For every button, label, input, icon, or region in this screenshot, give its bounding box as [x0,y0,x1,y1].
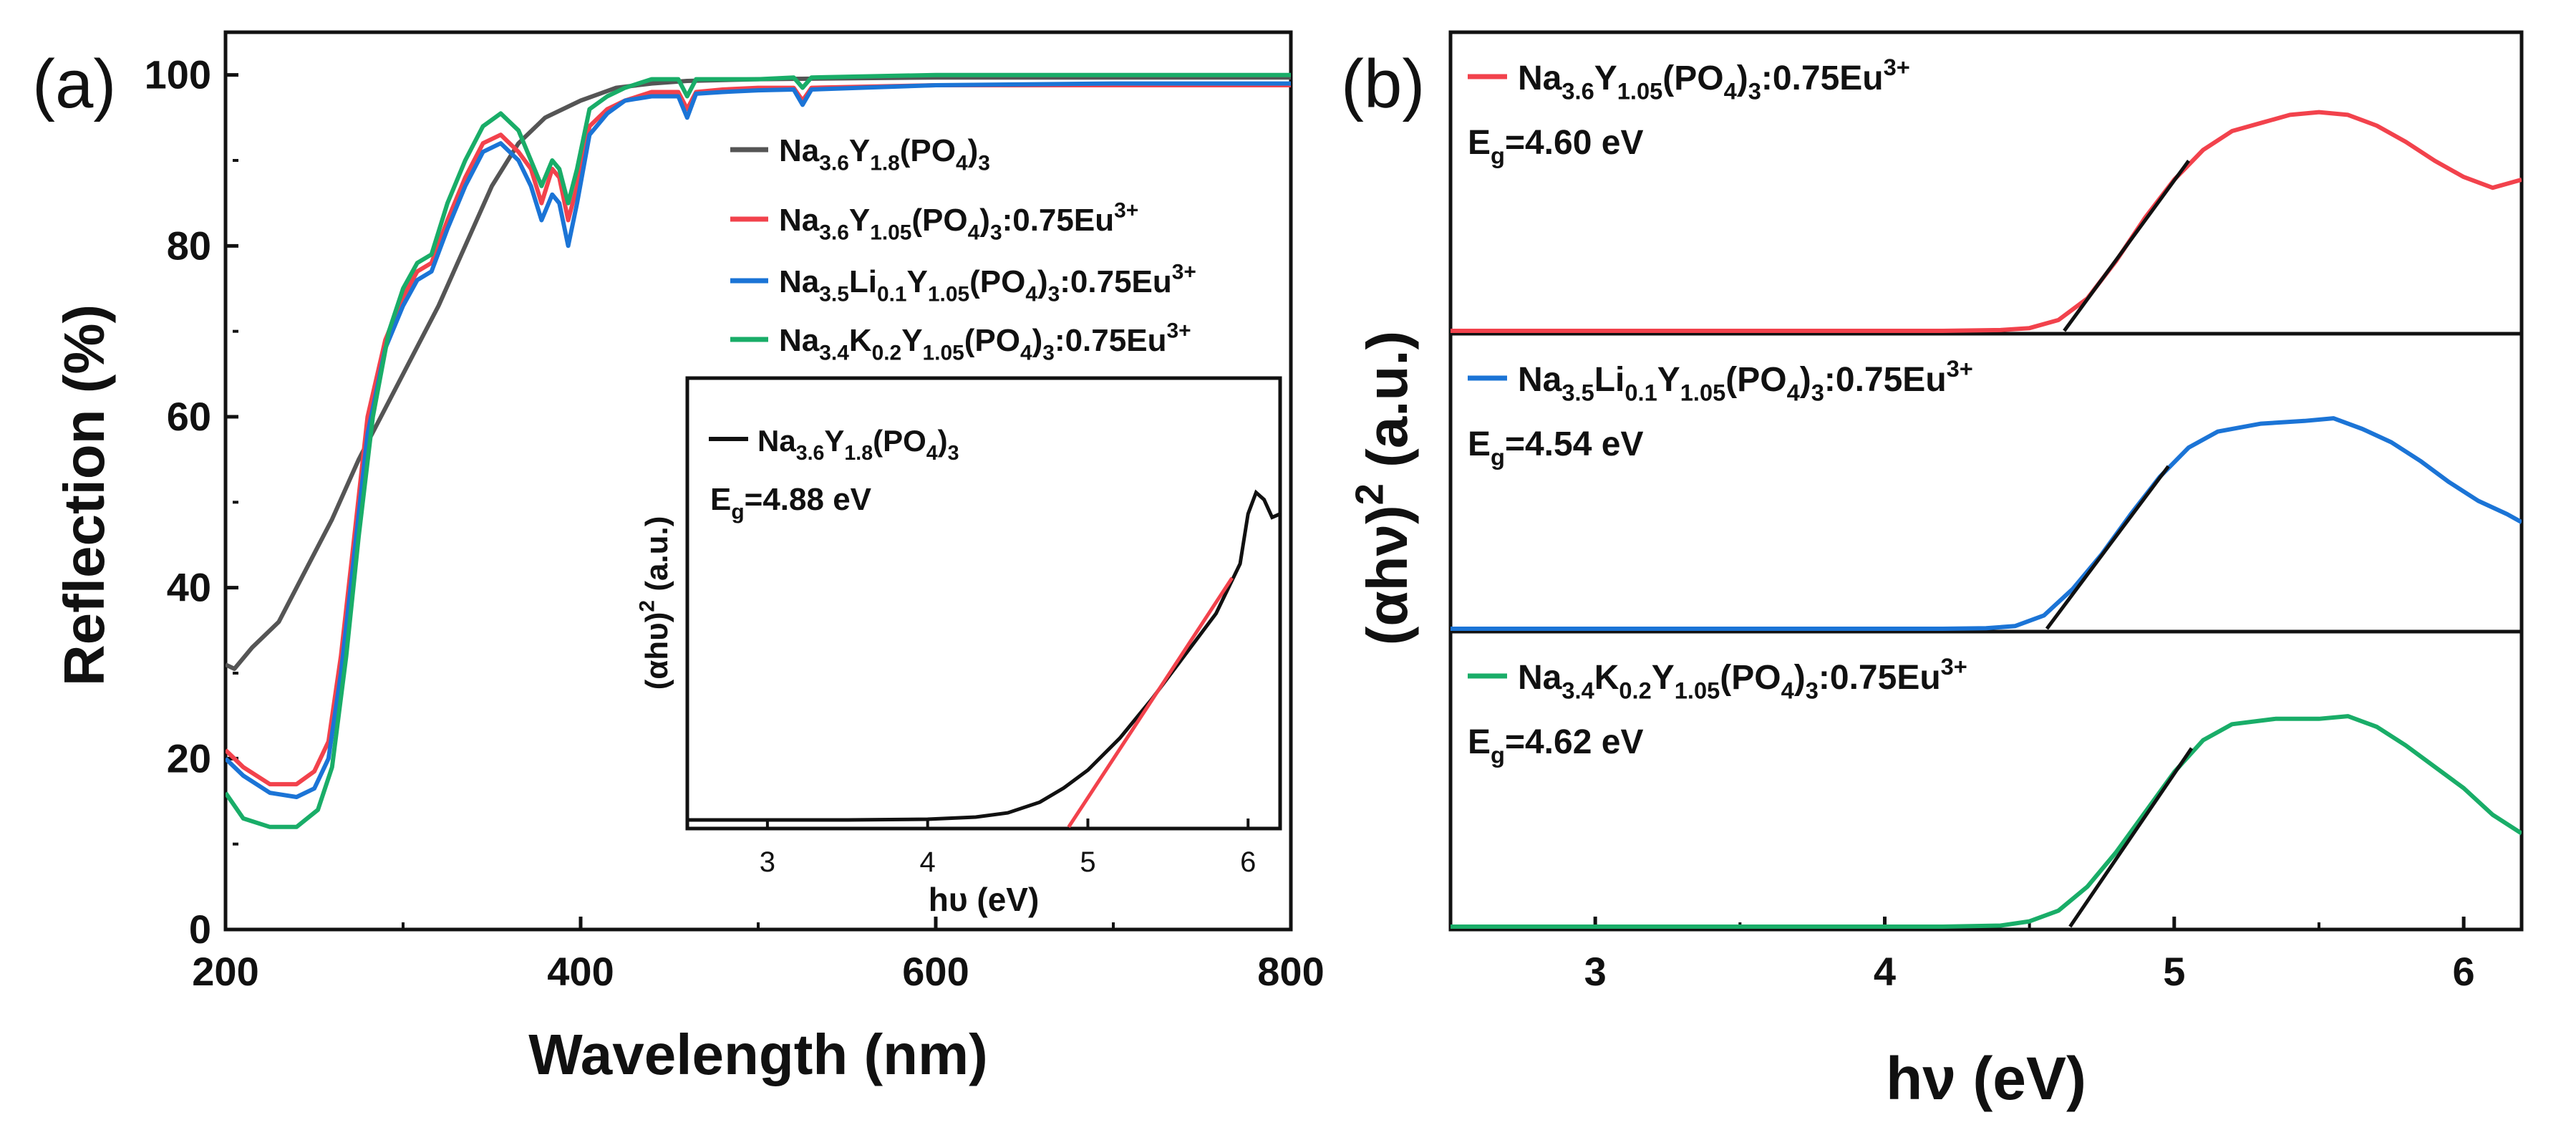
inset-x-tick-label: 6 [1240,846,1256,878]
inset-y-axis-title: (αhυ)2 (a.u.) [636,516,674,690]
inset-legend-label: Na3.6Y1.8(PO4)3 [757,424,959,465]
subplot-curve-blue [1451,416,2522,631]
inset-x-tick-label: 4 [920,846,936,878]
y-tick-label-a: 40 [167,565,211,610]
y-tick-label-a: 20 [167,735,211,781]
y-axis-title-a: Reflection (%) [52,304,116,686]
panel-label-a: (a) [32,46,116,122]
legend-label-red: Na3.6Y1.05(PO4)3:0.75Eu3+ [779,199,1138,245]
subplot-legend-label-blue: Na3.5Li0.1Y1.05(PO4)3:0.75Eu3+ [1518,355,1973,406]
x-axis-title-b: hν (eV) [1886,1045,2086,1112]
inset-fit-line [1067,576,1234,829]
y-tick-label-a: 60 [167,394,211,439]
inset-curve [687,489,1280,822]
x-tick-label-b: 3 [1584,949,1607,994]
subplot-legend-label-red: Na3.6Y1.05(PO4)3:0.75Eu3+ [1518,54,1910,105]
plot-frame-b [1448,30,2524,932]
series-line-green [226,72,1291,829]
y-tick-label-a: 0 [189,907,211,952]
subplot-bandgap-label-blue: Eg=4.54 eV [1468,425,1643,470]
subplot-bandgap-label-green: Eg=4.62 eV [1468,723,1643,768]
series-line-blue [226,81,1291,799]
subplot-curve-red [1451,110,2522,333]
x-axis-title-a: Wavelength (nm) [528,1023,987,1086]
x-tick-label-a: 600 [902,949,969,994]
x-tick-label-b: 4 [1874,949,1896,994]
inset-bandgap-label: Eg=4.88 eV [710,482,872,523]
x-tick-label-a: 800 [1257,949,1324,994]
subplot-legend-label-green: Na3.4K0.2Y1.05(PO4)3:0.75Eu3+ [1518,653,1967,704]
legend-label-gray: Na3.6Y1.8(PO4)3 [779,133,990,175]
subplot-fit-line-green [2068,747,2194,928]
panel-label-b: (b) [1341,46,1425,122]
inset-x-tick-label: 5 [1080,846,1095,878]
subplot-fit-line-blue [2045,465,2170,630]
x-tick-label-a: 200 [192,949,258,994]
legend-label-green: Na3.4K0.2Y1.05(PO4)3:0.75Eu3+ [779,319,1191,365]
legend-label-blue: Na3.5Li0.1Y1.05(PO4)3:0.75Eu3+ [779,261,1196,306]
subplot-fit-line-red [2063,160,2191,332]
y-tick-label-a: 80 [167,223,211,268]
subplot-curve-green [1451,714,2522,929]
y-tick-label-a: 100 [145,52,211,97]
inset-x-axis-title: hυ (eV) [929,881,1040,918]
subplot-bandgap-label-red: Eg=4.60 eV [1468,124,1643,168]
inset-frame [685,376,1282,831]
y-axis-title-b: (αhν)2 (a.u.) [1347,331,1419,645]
x-tick-label-b: 6 [2453,949,2475,994]
inset-x-tick-label: 3 [760,846,775,878]
x-tick-label-b: 5 [2163,949,2185,994]
x-tick-label-a: 400 [547,949,614,994]
